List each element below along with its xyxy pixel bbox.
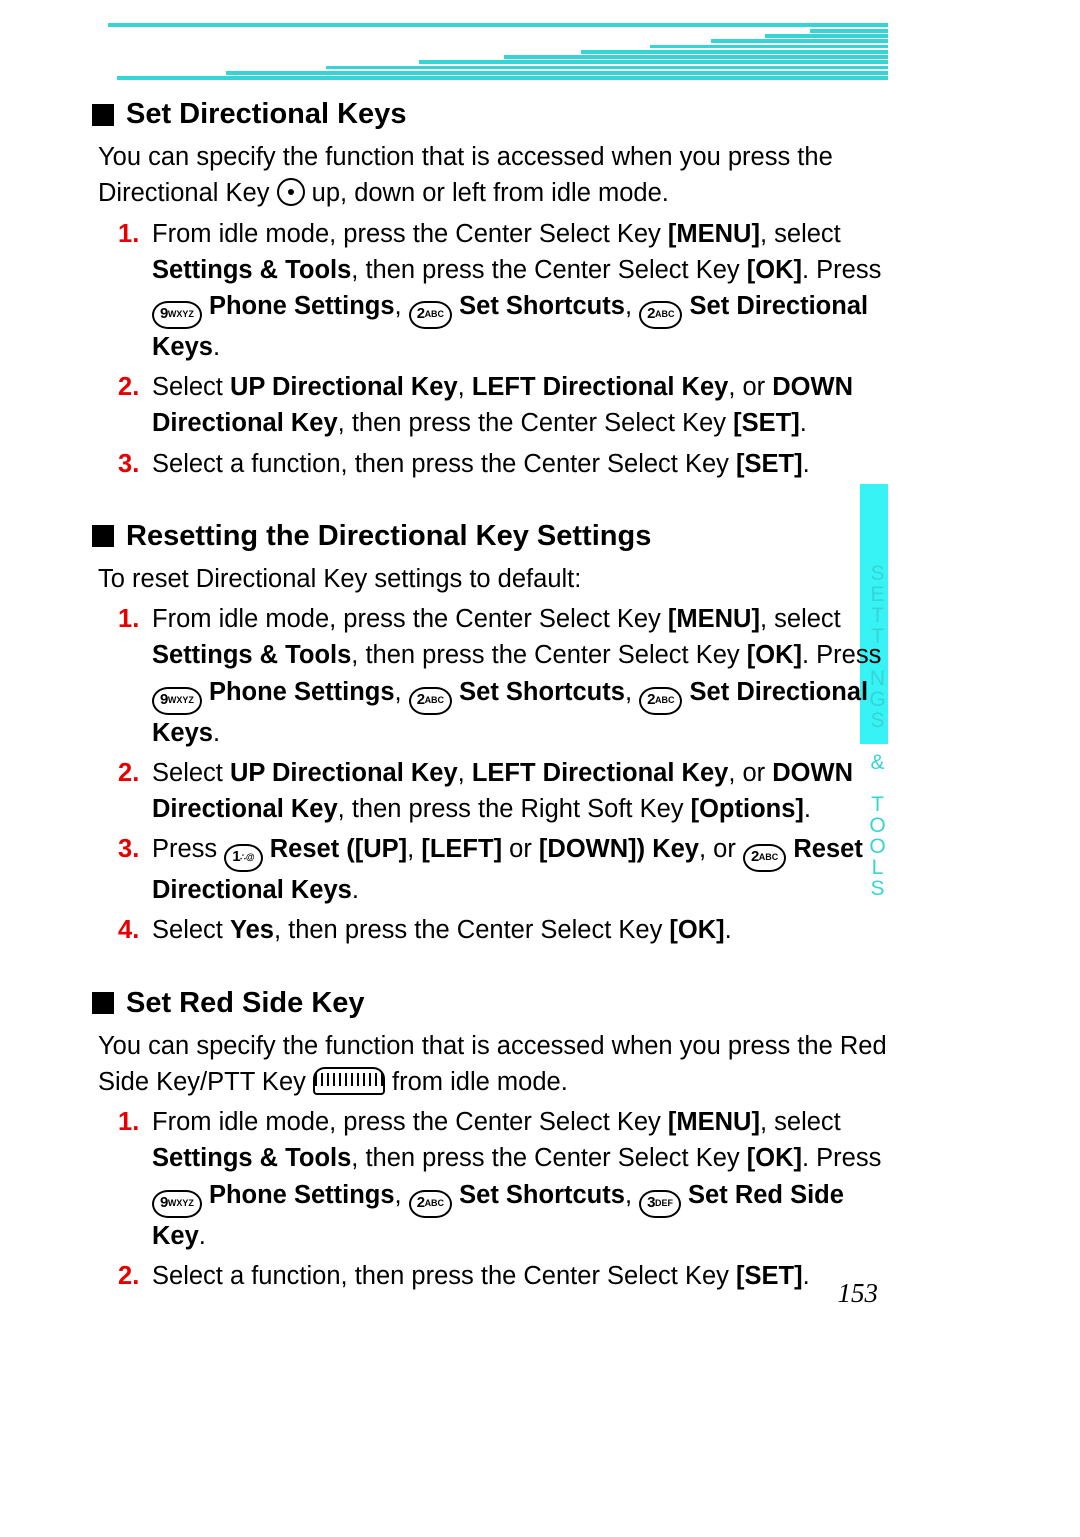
ptt-key-icon bbox=[313, 1067, 385, 1095]
step-item: From idle mode, press the Center Select … bbox=[118, 601, 892, 751]
bold-text: Settings & Tools bbox=[152, 1144, 351, 1172]
bold-text: [SET] bbox=[733, 409, 800, 437]
steps-list: From idle mode, press the Center Select … bbox=[92, 1104, 892, 1294]
content: Set Directional KeysYou can specify the … bbox=[92, 90, 892, 1306]
section-intro: You can specify the function that is acc… bbox=[98, 139, 892, 211]
banner-stripe bbox=[810, 29, 888, 33]
bold-text: Settings & Tools bbox=[152, 256, 351, 284]
header-banner bbox=[108, 22, 888, 80]
phone-key-icon: 1∴@ bbox=[224, 844, 262, 872]
bold-text: [SET] bbox=[736, 450, 803, 478]
step-item: Select UP Directional Key, LEFT Directio… bbox=[118, 369, 892, 441]
square-bullet-icon bbox=[92, 992, 114, 1014]
steps-list: From idle mode, press the Center Select … bbox=[92, 601, 892, 948]
section-heading: Set Red Side Key bbox=[92, 983, 892, 1024]
phone-key-icon: 9WXYZ bbox=[152, 301, 202, 329]
steps-list: From idle mode, press the Center Select … bbox=[92, 216, 892, 482]
phone-key-icon: 9WXYZ bbox=[152, 1190, 202, 1218]
phone-key-icon: 2ABC bbox=[639, 687, 682, 715]
bold-text: UP Directional Key bbox=[230, 759, 458, 787]
bold-text: Phone Settings bbox=[209, 1181, 395, 1209]
bold-text: Reset ([UP] bbox=[270, 835, 407, 863]
page-number: 153 bbox=[838, 1278, 879, 1309]
bold-text: Yes bbox=[230, 916, 274, 944]
bold-text: Set Shortcuts bbox=[459, 1181, 625, 1209]
bold-text: Phone Settings bbox=[209, 678, 395, 706]
bold-text: [SET] bbox=[736, 1262, 803, 1290]
banner-stripe bbox=[226, 71, 888, 75]
section-intro: You can specify the function that is acc… bbox=[98, 1028, 892, 1100]
bold-text: [MENU] bbox=[668, 605, 760, 633]
square-bullet-icon bbox=[92, 525, 114, 547]
bold-text: [MENU] bbox=[668, 1108, 760, 1136]
step-item: Select Yes, then press the Center Select… bbox=[118, 912, 892, 948]
bold-text: [OK] bbox=[669, 916, 724, 944]
bold-text: UP Directional Key bbox=[230, 373, 458, 401]
banner-stripe bbox=[650, 45, 888, 49]
banner-stripe bbox=[419, 60, 888, 64]
banner-stripe bbox=[504, 55, 888, 59]
step-item: Select a function, then press the Center… bbox=[118, 446, 892, 482]
banner-stripe bbox=[581, 50, 888, 54]
bold-text: LEFT Directional Key bbox=[472, 759, 728, 787]
phone-key-icon: 2ABC bbox=[639, 301, 682, 329]
bold-text: [Options] bbox=[691, 795, 804, 823]
banner-stripe bbox=[765, 34, 888, 38]
phone-key-icon: 9WXYZ bbox=[152, 687, 202, 715]
section: Resetting the Directional Key Settings To… bbox=[92, 516, 892, 949]
step-item: From idle mode, press the Center Select … bbox=[118, 216, 892, 366]
banner-stripe bbox=[108, 23, 888, 27]
bold-text: Phone Settings bbox=[209, 292, 395, 320]
square-bullet-icon bbox=[92, 104, 114, 126]
phone-key-icon: 3DEF bbox=[639, 1190, 681, 1218]
bold-text: LEFT Directional Key bbox=[472, 373, 728, 401]
bold-text: [OK] bbox=[747, 256, 802, 284]
banner-stripe bbox=[326, 66, 888, 70]
bold-text: [OK] bbox=[747, 641, 802, 669]
section-intro: To reset Directional Key settings to def… bbox=[98, 561, 892, 597]
bold-text: Set Shortcuts bbox=[459, 678, 625, 706]
bold-text: [OK] bbox=[747, 1144, 802, 1172]
banner-stripe bbox=[711, 39, 888, 43]
section: Set Directional KeysYou can specify the … bbox=[92, 94, 892, 482]
bold-text: [LEFT] bbox=[421, 835, 502, 863]
section: Set Red Side KeyYou can specify the func… bbox=[92, 983, 892, 1294]
section-title: Set Red Side Key bbox=[126, 983, 365, 1024]
phone-key-icon: 2ABC bbox=[409, 687, 452, 715]
section-heading: Set Directional Keys bbox=[92, 94, 892, 135]
phone-key-icon: 2ABC bbox=[743, 844, 786, 872]
section-heading: Resetting the Directional Key Settings bbox=[92, 516, 892, 557]
page: SETTINGS & TOOLS Set Directional KeysYou… bbox=[0, 0, 1080, 1537]
section-title: Set Directional Keys bbox=[126, 94, 406, 135]
phone-key-icon: 2ABC bbox=[409, 1190, 452, 1218]
bold-text: Settings & Tools bbox=[152, 641, 351, 669]
bold-text: [MENU] bbox=[668, 220, 760, 248]
step-item: Select UP Directional Key, LEFT Directio… bbox=[118, 755, 892, 827]
step-item: From idle mode, press the Center Select … bbox=[118, 1104, 892, 1254]
banner-stripe bbox=[117, 76, 888, 80]
step-item: Select a function, then press the Center… bbox=[118, 1258, 892, 1294]
bold-text: [DOWN]) Key bbox=[539, 835, 699, 863]
bold-text: Set Shortcuts bbox=[459, 292, 625, 320]
step-item: Press 1∴@ Reset ([UP], [LEFT] or [DOWN])… bbox=[118, 831, 892, 908]
phone-key-icon: 2ABC bbox=[409, 301, 452, 329]
section-title: Resetting the Directional Key Settings bbox=[126, 516, 651, 557]
dpad-icon bbox=[277, 178, 305, 206]
